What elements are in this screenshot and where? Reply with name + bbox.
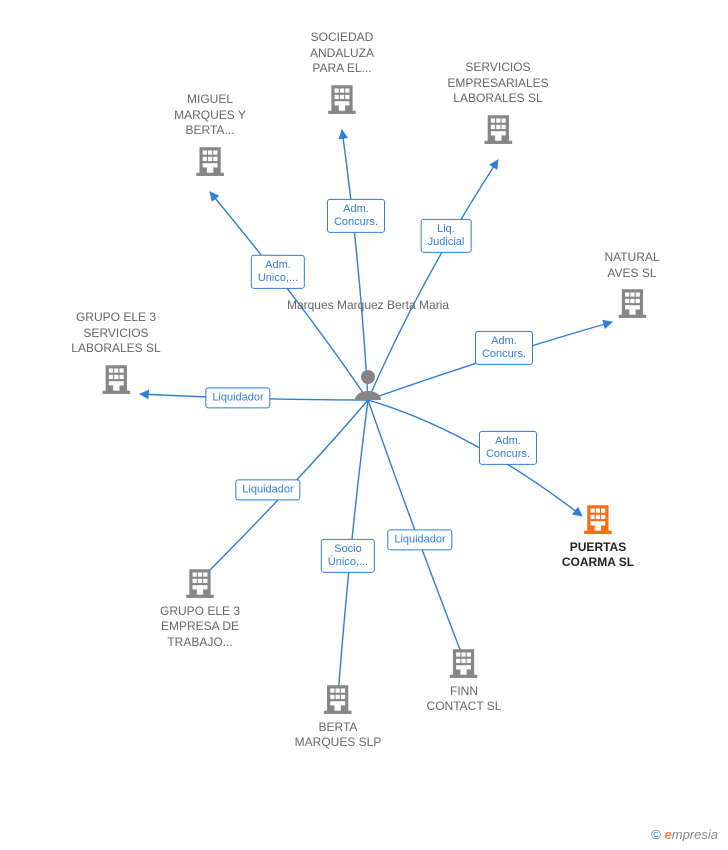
company-node-servicios[interactable]: SERVICIOSEMPRESARIALESLABORALES SL: [447, 60, 548, 149]
edge-label-servicios: Liq.Judicial: [421, 219, 472, 253]
footer-attribution: © empresia: [651, 827, 718, 842]
edge-label-finn: Liquidador: [387, 529, 452, 550]
person-icon: [353, 368, 383, 405]
company-node-natural[interactable]: NATURALAVES SL: [604, 250, 659, 324]
company-node-sociedad[interactable]: SOCIEDADANDALUZAPARA EL...: [310, 30, 374, 119]
company-node-miguel[interactable]: MIGUELMARQUES YBERTA...: [174, 92, 246, 181]
company-label: GRUPO ELE 3SERVICIOSLABORALES SL: [71, 310, 160, 357]
edge-puertas: [368, 400, 582, 516]
edge-label-berta: SocioÚnico,...: [321, 539, 375, 573]
company-node-berta[interactable]: BERTAMARQUES SLP: [295, 681, 382, 755]
company-label: MIGUELMARQUES YBERTA...: [174, 92, 246, 139]
edge-label-puertas: Adm.Concurs.: [479, 431, 537, 465]
company-node-grupo_emp[interactable]: GRUPO ELE 3EMPRESA DETRABAJO...: [160, 565, 240, 654]
building-icon: [481, 111, 515, 150]
company-label: BERTAMARQUES SLP: [295, 720, 382, 751]
brand-logo-e: e: [665, 827, 672, 842]
center-person-icon: [353, 368, 383, 405]
company-label: FINNCONTACT SL: [427, 684, 502, 715]
center-person-label: Marques Marquez Berta Maria: [287, 298, 449, 314]
brand-logo-rest: mpresia: [672, 827, 718, 842]
edge-label-sociedad: Adm.Concurs.: [327, 199, 385, 233]
building-icon: [447, 645, 481, 684]
company-node-puertas[interactable]: PUERTASCOARMA SL: [562, 501, 634, 575]
edge-label-miguel: Adm.Unico,...: [251, 255, 305, 289]
building-icon: [183, 565, 217, 604]
edge-sociedad: [342, 130, 368, 400]
company-label: PUERTASCOARMA SL: [562, 540, 634, 571]
company-label: GRUPO ELE 3EMPRESA DETRABAJO...: [160, 604, 240, 651]
diagram-canvas: { "canvas": { "width": 728, "height": 85…: [0, 0, 728, 850]
building-icon: [615, 285, 649, 324]
building-icon: [325, 81, 359, 120]
company-node-grupo_serv[interactable]: GRUPO ELE 3SERVICIOSLABORALES SL: [71, 310, 160, 399]
company-label: SERVICIOSEMPRESARIALESLABORALES SL: [447, 60, 548, 107]
edge-label-grupo_emp: Liquidador: [235, 479, 300, 500]
copyright-symbol: ©: [651, 827, 661, 842]
building-icon: [321, 681, 355, 720]
edge-label-natural: Adm.Concurs.: [475, 331, 533, 365]
building-icon: [99, 361, 133, 400]
building-icon: [581, 501, 615, 540]
building-icon: [193, 143, 227, 182]
company-node-finn[interactable]: FINNCONTACT SL: [427, 645, 502, 719]
company-label: NATURALAVES SL: [604, 250, 659, 281]
edge-label-grupo_serv: Liquidador: [205, 387, 270, 408]
company-label: SOCIEDADANDALUZAPARA EL...: [310, 30, 374, 77]
